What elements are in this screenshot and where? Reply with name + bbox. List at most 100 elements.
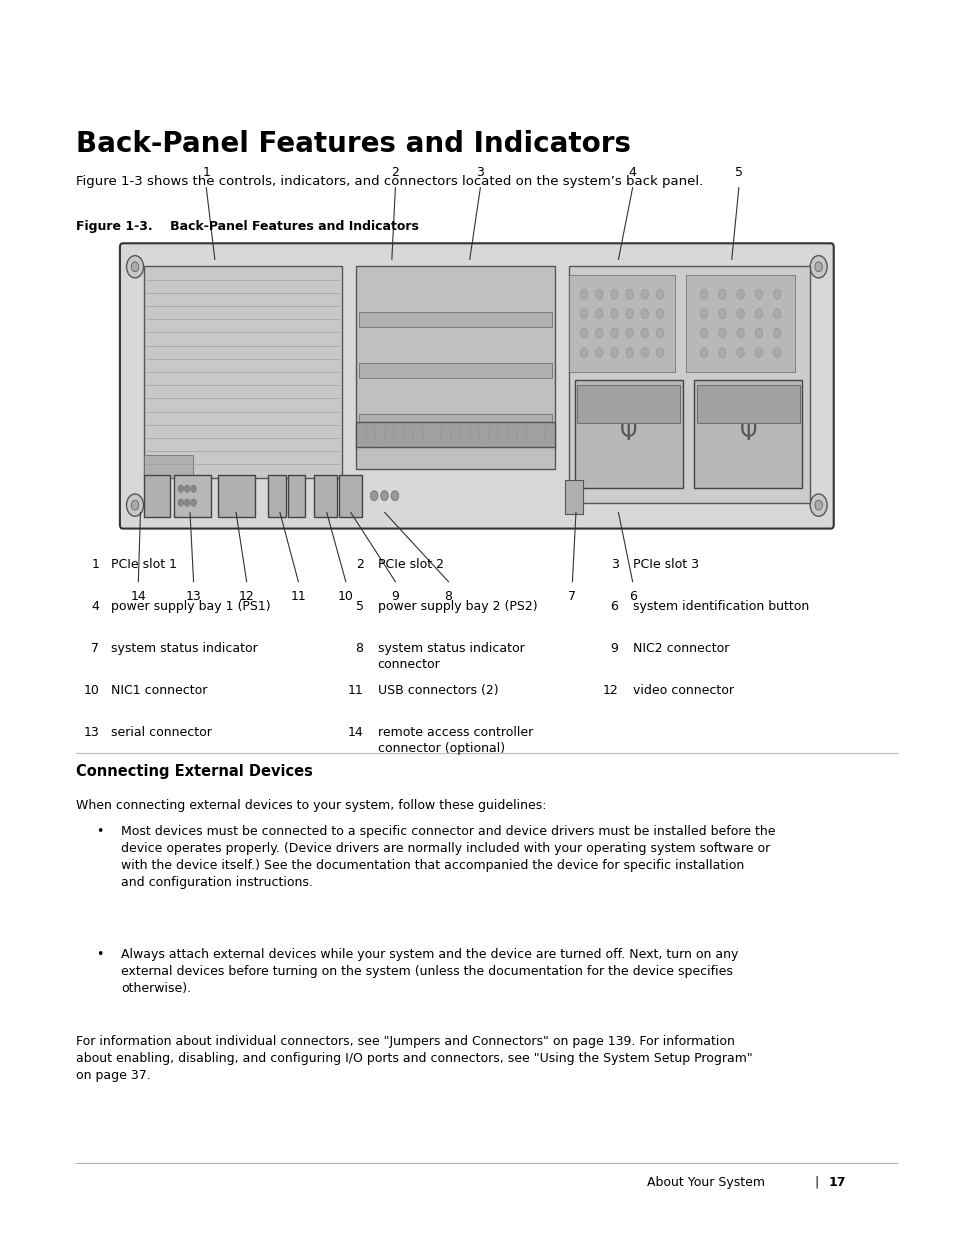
Circle shape — [625, 309, 633, 319]
Text: power supply bay 1 (PS1): power supply bay 1 (PS1) — [112, 600, 271, 614]
Text: Ψ: Ψ — [739, 424, 757, 445]
Text: serial connector: serial connector — [112, 726, 213, 740]
Text: PCIe slot 2: PCIe slot 2 — [377, 558, 443, 572]
Circle shape — [579, 309, 587, 319]
Bar — [288, 474, 305, 516]
Circle shape — [773, 329, 781, 338]
Bar — [565, 480, 582, 514]
Text: For information about individual connectors, see "Jumpers and Connectors" on pag: For information about individual connect… — [75, 1035, 752, 1082]
Circle shape — [579, 289, 587, 299]
Circle shape — [595, 309, 602, 319]
Text: 8: 8 — [444, 590, 452, 603]
Bar — [359, 414, 552, 429]
Circle shape — [184, 499, 190, 506]
Circle shape — [127, 494, 143, 516]
Bar — [694, 380, 801, 489]
Circle shape — [640, 329, 648, 338]
Bar — [143, 474, 171, 516]
Circle shape — [132, 262, 138, 272]
Text: Most devices must be connected to a specific connector and device drivers must b: Most devices must be connected to a spec… — [121, 825, 775, 889]
Text: 14: 14 — [348, 726, 363, 740]
Circle shape — [610, 289, 618, 299]
Circle shape — [132, 500, 138, 510]
Text: 11: 11 — [348, 684, 363, 698]
Circle shape — [579, 348, 587, 358]
Text: 10: 10 — [337, 590, 354, 603]
Circle shape — [718, 348, 725, 358]
Circle shape — [656, 309, 663, 319]
Bar — [218, 474, 254, 516]
Circle shape — [700, 309, 707, 319]
Text: 5: 5 — [734, 167, 742, 179]
Text: system identification button: system identification button — [632, 600, 808, 614]
Text: PCIe slot 3: PCIe slot 3 — [632, 558, 698, 572]
Text: •: • — [96, 825, 104, 839]
Text: When connecting external devices to your system, follow these guidelines:: When connecting external devices to your… — [75, 799, 545, 813]
Circle shape — [718, 309, 725, 319]
Circle shape — [736, 309, 743, 319]
Circle shape — [755, 348, 761, 358]
Circle shape — [178, 499, 184, 506]
Circle shape — [579, 329, 587, 338]
Text: 1: 1 — [202, 167, 210, 179]
Circle shape — [700, 329, 707, 338]
Text: 5: 5 — [355, 600, 363, 614]
Text: 13: 13 — [186, 590, 201, 603]
Text: Figure 1-3.    Back-Panel Features and Indicators: Figure 1-3. Back-Panel Features and Indi… — [75, 220, 418, 233]
Circle shape — [191, 499, 196, 506]
Text: 3: 3 — [610, 558, 618, 572]
Bar — [697, 385, 799, 424]
Bar — [568, 267, 809, 503]
Text: 9: 9 — [610, 642, 618, 656]
Text: 6: 6 — [628, 590, 636, 603]
Circle shape — [610, 329, 618, 338]
Circle shape — [755, 309, 761, 319]
Circle shape — [178, 485, 184, 493]
Circle shape — [814, 262, 821, 272]
Bar — [359, 312, 552, 327]
Text: video connector: video connector — [632, 684, 733, 698]
Bar — [339, 474, 362, 516]
Circle shape — [640, 289, 648, 299]
Text: 10: 10 — [83, 684, 99, 698]
Circle shape — [610, 309, 618, 319]
Text: 7: 7 — [91, 642, 99, 656]
Circle shape — [640, 348, 648, 358]
Text: system status indicator
connector: system status indicator connector — [377, 642, 524, 671]
Text: 12: 12 — [238, 590, 254, 603]
Circle shape — [718, 329, 725, 338]
Bar — [568, 275, 675, 372]
Text: NIC1 connector: NIC1 connector — [112, 684, 208, 698]
Text: 13: 13 — [83, 726, 99, 740]
Bar — [577, 385, 679, 424]
Circle shape — [809, 494, 826, 516]
Text: Always attach external devices while your system and the device are turned off. : Always attach external devices while you… — [121, 948, 738, 995]
Circle shape — [625, 329, 633, 338]
Circle shape — [755, 329, 761, 338]
Text: Connecting External Devices: Connecting External Devices — [75, 764, 312, 779]
Text: |: | — [813, 1176, 818, 1189]
Circle shape — [380, 490, 388, 500]
Bar — [143, 267, 341, 478]
Circle shape — [814, 500, 821, 510]
Text: 1: 1 — [91, 558, 99, 572]
Bar — [268, 474, 285, 516]
Text: 9: 9 — [391, 590, 399, 603]
Bar — [143, 456, 193, 478]
Text: 2: 2 — [391, 167, 399, 179]
Text: Figure 1-3 shows the controls, indicators, and connectors located on the system’: Figure 1-3 shows the controls, indicator… — [75, 175, 702, 189]
Text: 3: 3 — [476, 167, 484, 179]
Text: Ψ: Ψ — [619, 424, 637, 445]
Circle shape — [718, 289, 725, 299]
Circle shape — [773, 348, 781, 358]
Circle shape — [736, 289, 743, 299]
Text: PCIe slot 1: PCIe slot 1 — [112, 558, 177, 572]
Circle shape — [640, 309, 648, 319]
Text: 4: 4 — [91, 600, 99, 614]
Circle shape — [755, 289, 761, 299]
Circle shape — [809, 256, 826, 278]
Circle shape — [127, 256, 143, 278]
Circle shape — [625, 348, 633, 358]
Bar — [314, 474, 336, 516]
Bar — [574, 380, 682, 489]
